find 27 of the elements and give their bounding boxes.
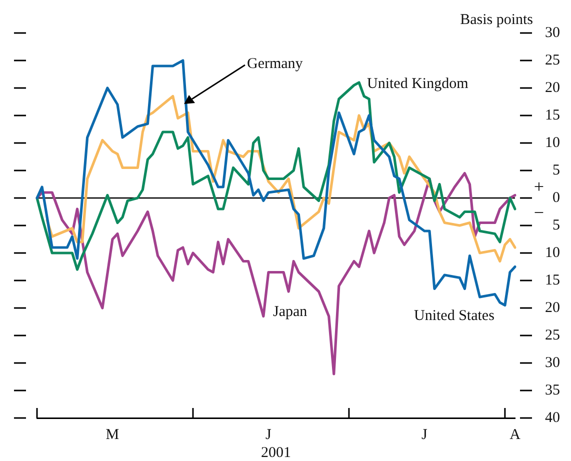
y-tick-label: 25 [545, 52, 560, 68]
y-tick-label: 30 [545, 354, 560, 371]
x-tick-label: A [510, 426, 521, 443]
y-tick-label: 30 [545, 24, 560, 41]
y-tick-label: 35 [545, 382, 560, 398]
y-tick-label: 40 [545, 410, 560, 426]
x-tick-label: J [266, 426, 272, 443]
y-tick-label: 15 [545, 107, 560, 124]
y-tick-label: 20 [545, 80, 560, 96]
series-label: United Kingdom [367, 76, 469, 92]
y-tick-label: 20 [545, 300, 560, 316]
series-label: Japan [273, 304, 308, 320]
x-tick-label: M [106, 426, 120, 443]
y-axis-title: Basis points [460, 12, 534, 28]
y-tick-label: 25 [545, 327, 560, 344]
series-label: United States [414, 308, 495, 324]
y-tick-label: 5 [552, 162, 560, 178]
x-axis-title: 2001 [261, 445, 291, 461]
text: + [534, 176, 544, 197]
y-tick-label: 5 [552, 217, 560, 234]
x-tick-label: J [422, 426, 428, 443]
y-tick-label: 10 [545, 134, 560, 151]
y-tick-label: 10 [545, 244, 560, 261]
text: Germany [247, 56, 304, 72]
y-tick-label: 0 [552, 190, 560, 206]
y-tick-label: 15 [545, 272, 560, 288]
text: − [534, 202, 544, 223]
